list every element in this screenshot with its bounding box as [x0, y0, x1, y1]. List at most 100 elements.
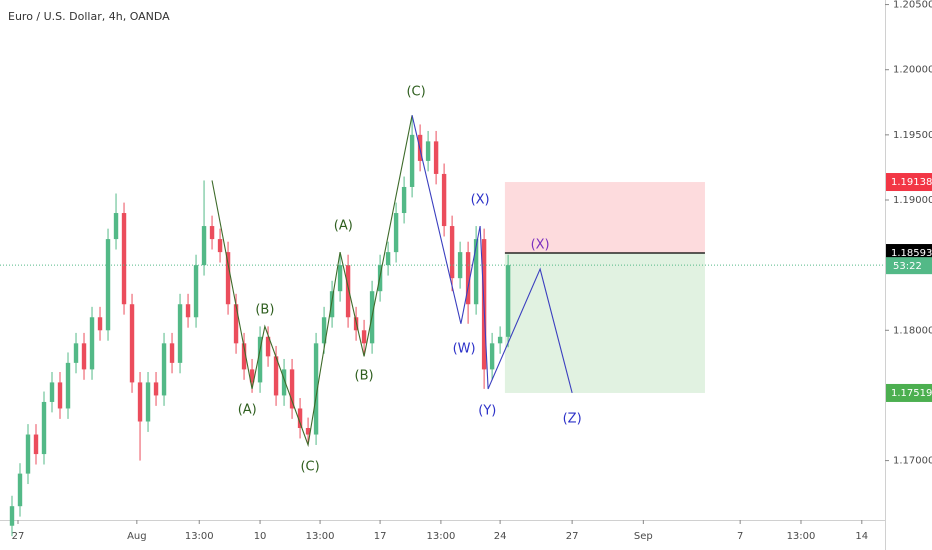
target-zone	[504, 253, 705, 393]
candle-body	[313, 343, 319, 435]
candle-body	[305, 428, 311, 435]
candle-body	[497, 336, 503, 344]
y-tick-label: 1.20000	[893, 65, 932, 76]
candle-body	[89, 317, 95, 370]
entry-price-label: 1.18593	[891, 248, 932, 259]
candle-body	[433, 141, 439, 174]
candle-body	[185, 304, 191, 318]
candle-body	[505, 265, 511, 337]
candle-body	[465, 252, 471, 305]
candle-body	[137, 382, 143, 422]
candle-body	[193, 265, 199, 318]
y-tick-label: 1.20500	[893, 0, 932, 11]
x-tick-label: 27	[566, 531, 579, 542]
candle-body	[9, 506, 15, 526]
target-price-label: 1.17519	[891, 388, 932, 399]
stop-zone	[504, 182, 705, 254]
y-tick-label: 1.19000	[893, 195, 932, 206]
candle-body	[329, 291, 335, 318]
candle-body	[393, 213, 399, 253]
x-tick-label: 17	[374, 531, 387, 542]
candle-body	[65, 362, 71, 409]
wave-label: (X)	[471, 193, 490, 208]
candle-body	[385, 252, 391, 266]
y-tick-label: 1.17000	[893, 456, 932, 467]
candle-body	[57, 382, 63, 409]
candle-body	[489, 343, 495, 370]
x-tick-label: 24	[494, 531, 507, 542]
candle-body	[257, 336, 263, 383]
candle-body	[145, 382, 151, 422]
wave-label: (Y)	[478, 403, 496, 418]
x-tick-label: 7	[737, 531, 743, 542]
countdown-label: 53:22	[893, 261, 922, 272]
y-tick-label: 1.19500	[893, 130, 932, 141]
wave-line	[211, 115, 413, 448]
candle-body	[457, 252, 463, 279]
candle-body	[265, 336, 271, 357]
x-tick-label: 10	[254, 531, 267, 542]
wave-label: (X)	[531, 237, 550, 252]
wave-label: (W)	[453, 342, 476, 357]
target-price-label-bg	[886, 383, 932, 402]
candle-body	[441, 173, 447, 227]
wave-label: (C)	[300, 459, 319, 474]
stop-price-label: 1.19138	[891, 177, 932, 188]
candle-body	[401, 186, 407, 214]
candle-body	[97, 317, 103, 331]
candle-body	[73, 343, 79, 363]
candle-body	[161, 343, 167, 396]
candle-body	[33, 434, 39, 455]
candle-body	[473, 239, 479, 305]
candle-body	[361, 330, 367, 344]
wave-label: (B)	[355, 369, 374, 384]
candle-body	[169, 343, 175, 363]
wave-label: (A)	[238, 403, 257, 418]
y-tick-label: 1.18000	[893, 325, 932, 336]
candle-body	[121, 213, 127, 305]
candle-body	[409, 134, 415, 187]
candle-body	[449, 226, 455, 279]
candle-body	[49, 382, 55, 402]
x-tick-label: Aug	[127, 531, 147, 542]
candle-body	[177, 304, 183, 363]
wave-label: (C)	[406, 84, 425, 99]
x-tick-label: 14	[855, 531, 868, 542]
x-tick-label: 13:00	[787, 531, 816, 542]
wave-line	[411, 115, 573, 393]
x-tick-label: 13:00	[185, 531, 214, 542]
stop-price-label-bg	[886, 173, 932, 192]
candle-body	[321, 317, 327, 344]
candle-body	[17, 473, 23, 507]
candle-body	[425, 141, 431, 161]
candle-body	[337, 265, 343, 292]
wave-label: (Z)	[563, 412, 582, 427]
candle-body	[113, 213, 119, 240]
candle-body	[105, 239, 111, 331]
candle-body	[217, 239, 223, 253]
candle-body	[129, 304, 135, 383]
x-tick-label: 13:00	[426, 531, 455, 542]
candle-body	[289, 369, 295, 409]
candle-body	[225, 252, 231, 305]
candle-body	[209, 226, 215, 240]
x-tick-label: 13:00	[306, 531, 335, 542]
candle-body	[201, 226, 207, 266]
candle-body	[249, 369, 255, 383]
candle-body	[345, 265, 351, 318]
candle-body	[233, 304, 239, 344]
candle-body	[25, 434, 31, 474]
candle-body	[41, 401, 47, 455]
x-tick-label: 27	[12, 531, 25, 542]
candle-body	[241, 343, 247, 370]
candle-body	[281, 369, 287, 396]
candle-body	[297, 408, 303, 429]
chart-title: Euro / U.S. Dollar, 4h, OANDA	[8, 10, 170, 23]
candle-body	[273, 356, 279, 396]
wave-label: (A)	[334, 219, 353, 234]
wave-label: (B)	[255, 302, 274, 317]
candle-body	[153, 382, 159, 396]
candle-body	[81, 343, 87, 370]
